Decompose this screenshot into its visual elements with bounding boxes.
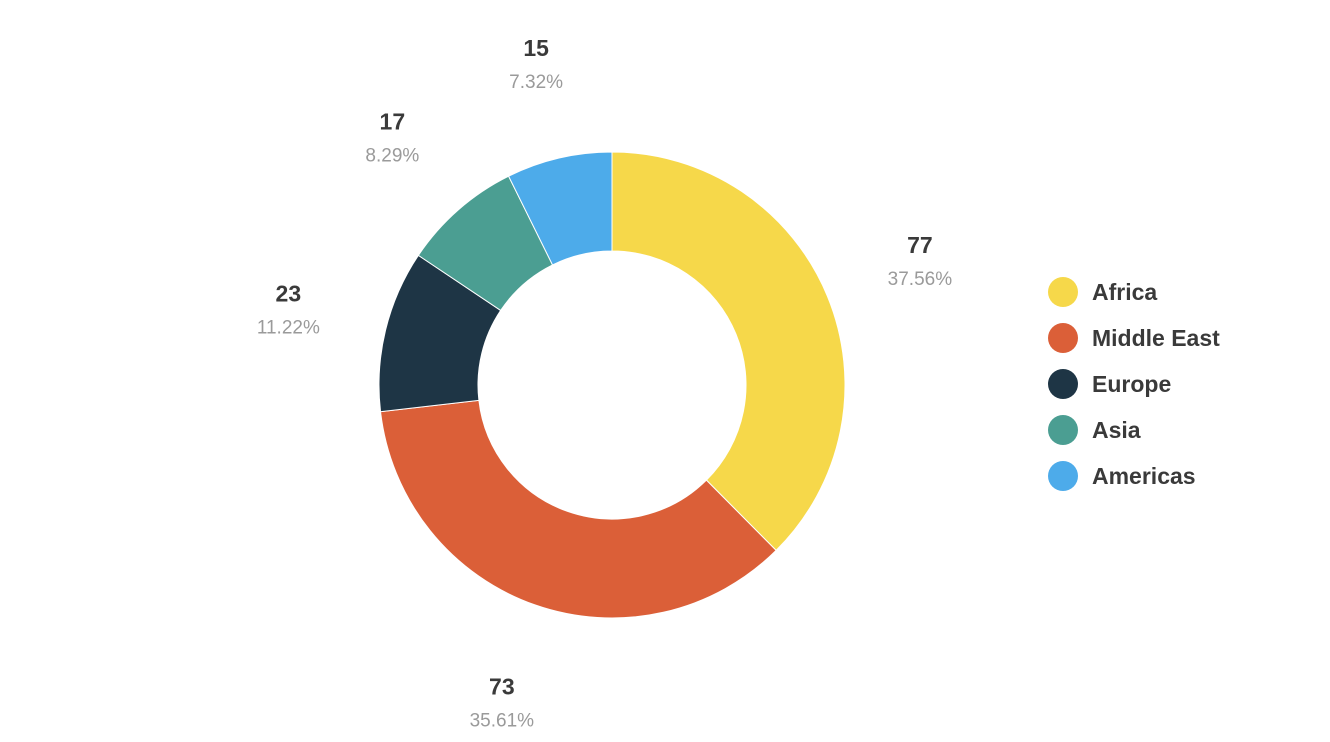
legend-swatch-africa[interactable] (1048, 277, 1078, 307)
slice-africa[interactable] (611, 151, 846, 552)
legend-swatch-europe[interactable] (1048, 369, 1078, 399)
legend-swatch-asia[interactable] (1048, 415, 1078, 445)
legend-label-europe[interactable]: Europe (1092, 371, 1171, 397)
legend-label-asia[interactable]: Asia (1092, 417, 1141, 443)
percent-label-asia: 8.29% (365, 146, 419, 167)
percent-label-africa: 37.56% (888, 269, 953, 290)
chart-legend: Africa Middle East Europe Asia Americas (1048, 277, 1220, 491)
legend-swatch-americas[interactable] (1048, 461, 1078, 491)
value-label-americas: 15 (523, 35, 549, 61)
percent-label-americas: 7.32% (509, 72, 563, 93)
legend-label-americas[interactable]: Americas (1092, 463, 1196, 489)
legend-label-africa[interactable]: Africa (1092, 279, 1157, 305)
slice-americas[interactable] (507, 151, 613, 266)
value-label-europe: 23 (276, 281, 302, 307)
percent-label-middle-east: 35.61% (470, 710, 535, 731)
value-label-africa: 77 (907, 232, 933, 258)
chart-slices (378, 151, 846, 619)
legend-label-middle-east[interactable]: Middle East (1092, 325, 1220, 351)
chart-data-labels: 77 37.56% 73 35.61% 23 11.22% 17 8.29% 15 7.32% (257, 35, 952, 731)
slice-middle-east[interactable] (379, 399, 777, 619)
value-label-asia: 17 (380, 109, 406, 135)
percent-label-europe: 11.22% (257, 318, 320, 339)
legend-swatch-middle-east[interactable] (1048, 323, 1078, 353)
value-label-middle-east: 73 (489, 673, 515, 699)
